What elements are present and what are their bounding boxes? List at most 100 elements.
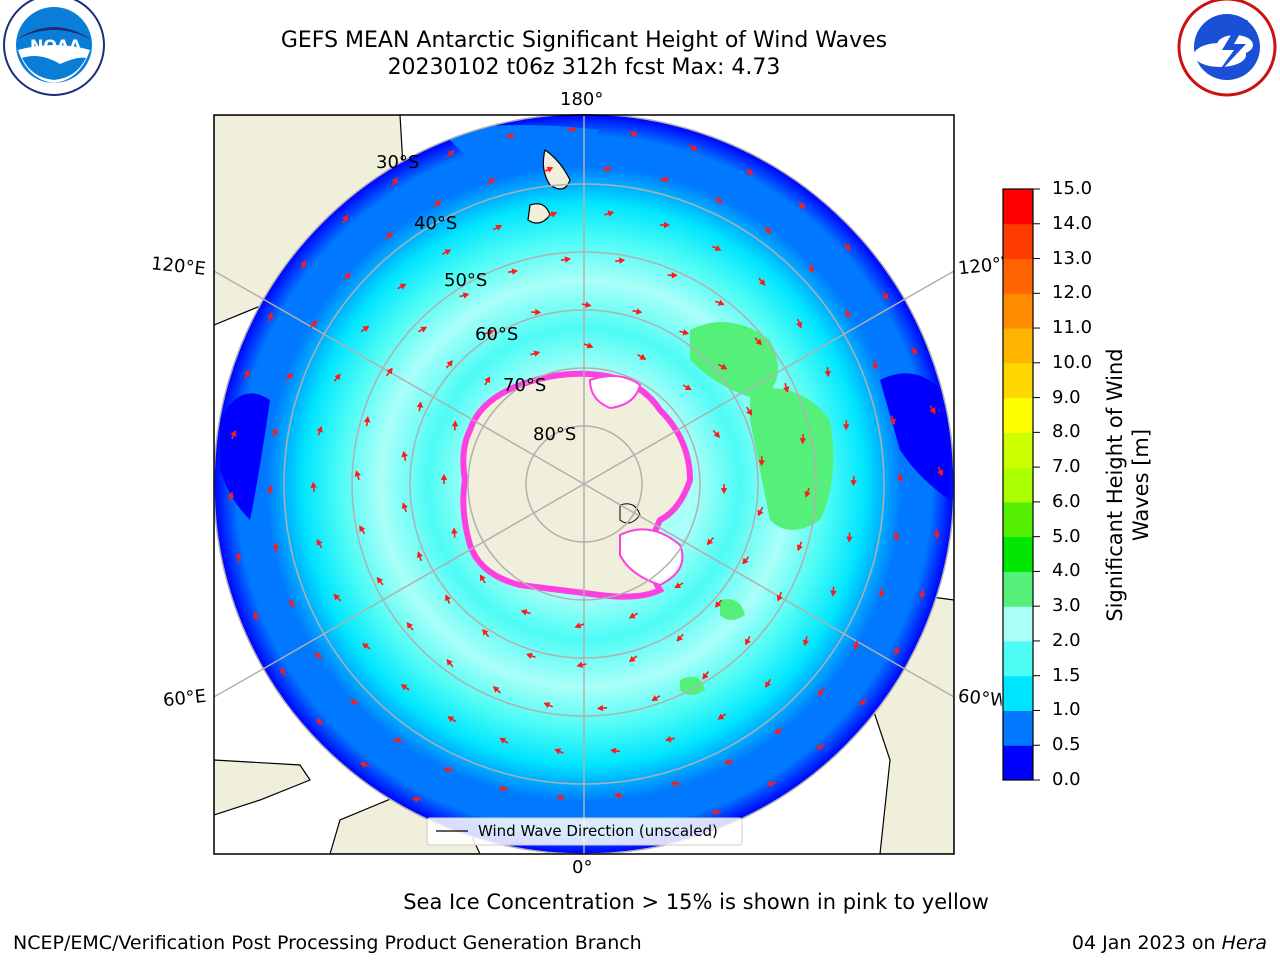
wave-arrow-head: [846, 536, 853, 543]
colorbar-segment: [1003, 467, 1033, 503]
wave-arrow-head: [711, 808, 718, 816]
wave-arrow-head: [714, 245, 722, 251]
wave-arrow-head: [359, 762, 367, 769]
wave-arrow-head: [440, 473, 448, 480]
wave-arrow-head: [314, 652, 322, 659]
wave-arrow-head: [488, 177, 496, 185]
lat-label-50s: 50°S: [444, 270, 488, 291]
wave-arrow-head: [882, 293, 889, 301]
wave-arrow-head: [401, 502, 408, 510]
colorbar-segment: [1003, 223, 1033, 260]
wave-arrow-head: [717, 299, 725, 306]
wave-arrow-head: [755, 338, 762, 346]
wave-arrow-head: [362, 643, 369, 650]
wave-arrow-head: [334, 373, 341, 381]
ice-note: Sea Ice Concentration > 15% is shown in …: [403, 890, 989, 914]
wave-arrow-head: [354, 470, 361, 477]
wave-arrow-head: [316, 426, 323, 433]
meridian-120e: [262, 298, 585, 485]
wave-arrow-head: [804, 490, 811, 498]
wave-arrow-head: [243, 369, 250, 377]
wave-arrow-head: [508, 133, 516, 140]
wave-arrow-head: [843, 424, 850, 431]
wave-arrow-head: [720, 363, 728, 370]
wave-arrow-head: [690, 144, 698, 151]
ice-note-wrap: Sea Ice Concentration > 15% is shown in …: [0, 890, 1280, 914]
nws-logo: [1177, 0, 1277, 97]
colorbar-segment: [1003, 536, 1033, 572]
wave-arrow-head: [484, 376, 491, 384]
wave-arrow-head: [798, 202, 805, 210]
wave-arrow-head: [618, 257, 626, 264]
wave-arrow-head: [555, 794, 563, 801]
wave-arrow-head: [586, 342, 594, 349]
wave-arrow-head: [300, 260, 307, 267]
wave-arrow-head: [535, 308, 542, 316]
wave-arrow-head: [416, 401, 424, 408]
colorbar-segment: [1003, 640, 1033, 677]
wave-arrow-head: [520, 609, 528, 616]
wave-arrow-head: [451, 527, 458, 534]
colorbar-tick-label: 10.0: [1052, 351, 1093, 373]
wave-arrow-head: [363, 416, 371, 423]
wave-arrow-head: [498, 785, 505, 792]
wave-arrow-head: [252, 611, 260, 618]
wave-arrow-head: [824, 370, 831, 378]
wave-arrow-head: [706, 538, 714, 546]
wave-arrow-head: [316, 539, 323, 546]
footer-date-text: 04 Jan 2023 on: [1071, 932, 1222, 954]
colorbar-title: Significant Height of Wind Waves [m]: [1103, 348, 1153, 622]
wave-arrow-head: [844, 311, 851, 319]
colorbar-tick-label: 0.0: [1052, 769, 1081, 790]
wave-arrow-head: [386, 367, 393, 375]
wave-arrow-head: [631, 130, 639, 137]
page-subtitle: 20230102 t06z 312h fcst Max: 4.73: [387, 55, 781, 80]
meridian-120e-ext: [214, 270, 264, 300]
noaa-logo-text: NOAA: [30, 36, 82, 55]
wave-arrow-head: [271, 427, 278, 435]
wave-arrow-head: [766, 780, 773, 787]
wave-arrow-head: [310, 481, 317, 489]
wave-arrow-head: [663, 221, 671, 229]
wave-arrow-head: [783, 386, 790, 393]
colorbar-tick-label: 6.0: [1052, 490, 1081, 512]
noaa-logo: [3, 0, 105, 96]
wave-arrow-head: [764, 227, 772, 235]
colorbar-segment: [1003, 293, 1033, 329]
wave-arrow-head: [344, 272, 352, 280]
wave-arrow-head: [546, 166, 554, 173]
colorbar-tick-label: 12.0: [1052, 282, 1093, 304]
wave-arrow-head: [499, 737, 507, 744]
lat-label-40s: 40°S: [414, 213, 458, 234]
colorbar-tick-label: 11.0: [1052, 317, 1093, 339]
wave-arrow-head: [802, 639, 810, 647]
colorbar-segment: [1003, 189, 1033, 225]
colorbar-segment: [1003, 745, 1033, 781]
wave-arrow-head: [639, 353, 647, 360]
meridian-60e: [262, 483, 585, 670]
wave-arrow-head: [482, 629, 489, 636]
wave-arrow-head: [808, 266, 814, 274]
wave-arrow-head: [933, 532, 940, 539]
wave-arrow-head: [714, 601, 722, 608]
footer-machine: Hera: [1221, 932, 1267, 954]
wave-arrow-head: [670, 780, 677, 787]
colorbar-tick-label: 8.0: [1052, 421, 1081, 443]
wave-arrow-head: [393, 737, 400, 744]
wave-arrow-head: [651, 695, 659, 702]
wave-arrow-head: [853, 643, 860, 651]
wave-arrow-head: [776, 594, 783, 602]
meridian-120w: [583, 298, 906, 485]
lat-label-80s: 80°S: [533, 424, 577, 445]
colorbar-segment: [1003, 432, 1033, 468]
wave-arrow-head: [564, 256, 571, 263]
colorbar-tick-label: 1.5: [1052, 664, 1081, 686]
wave-arrow-head: [526, 652, 533, 659]
wave-arrow-head: [674, 582, 682, 589]
colorbar-segment: [1003, 258, 1033, 294]
wave-arrow-head: [479, 574, 486, 582]
wave-arrow-head: [406, 622, 413, 629]
wave-arrow-head: [671, 272, 678, 279]
wind-wave-arrows: [227, 126, 944, 816]
colorbar-tick-label: 15.0: [1052, 178, 1093, 199]
